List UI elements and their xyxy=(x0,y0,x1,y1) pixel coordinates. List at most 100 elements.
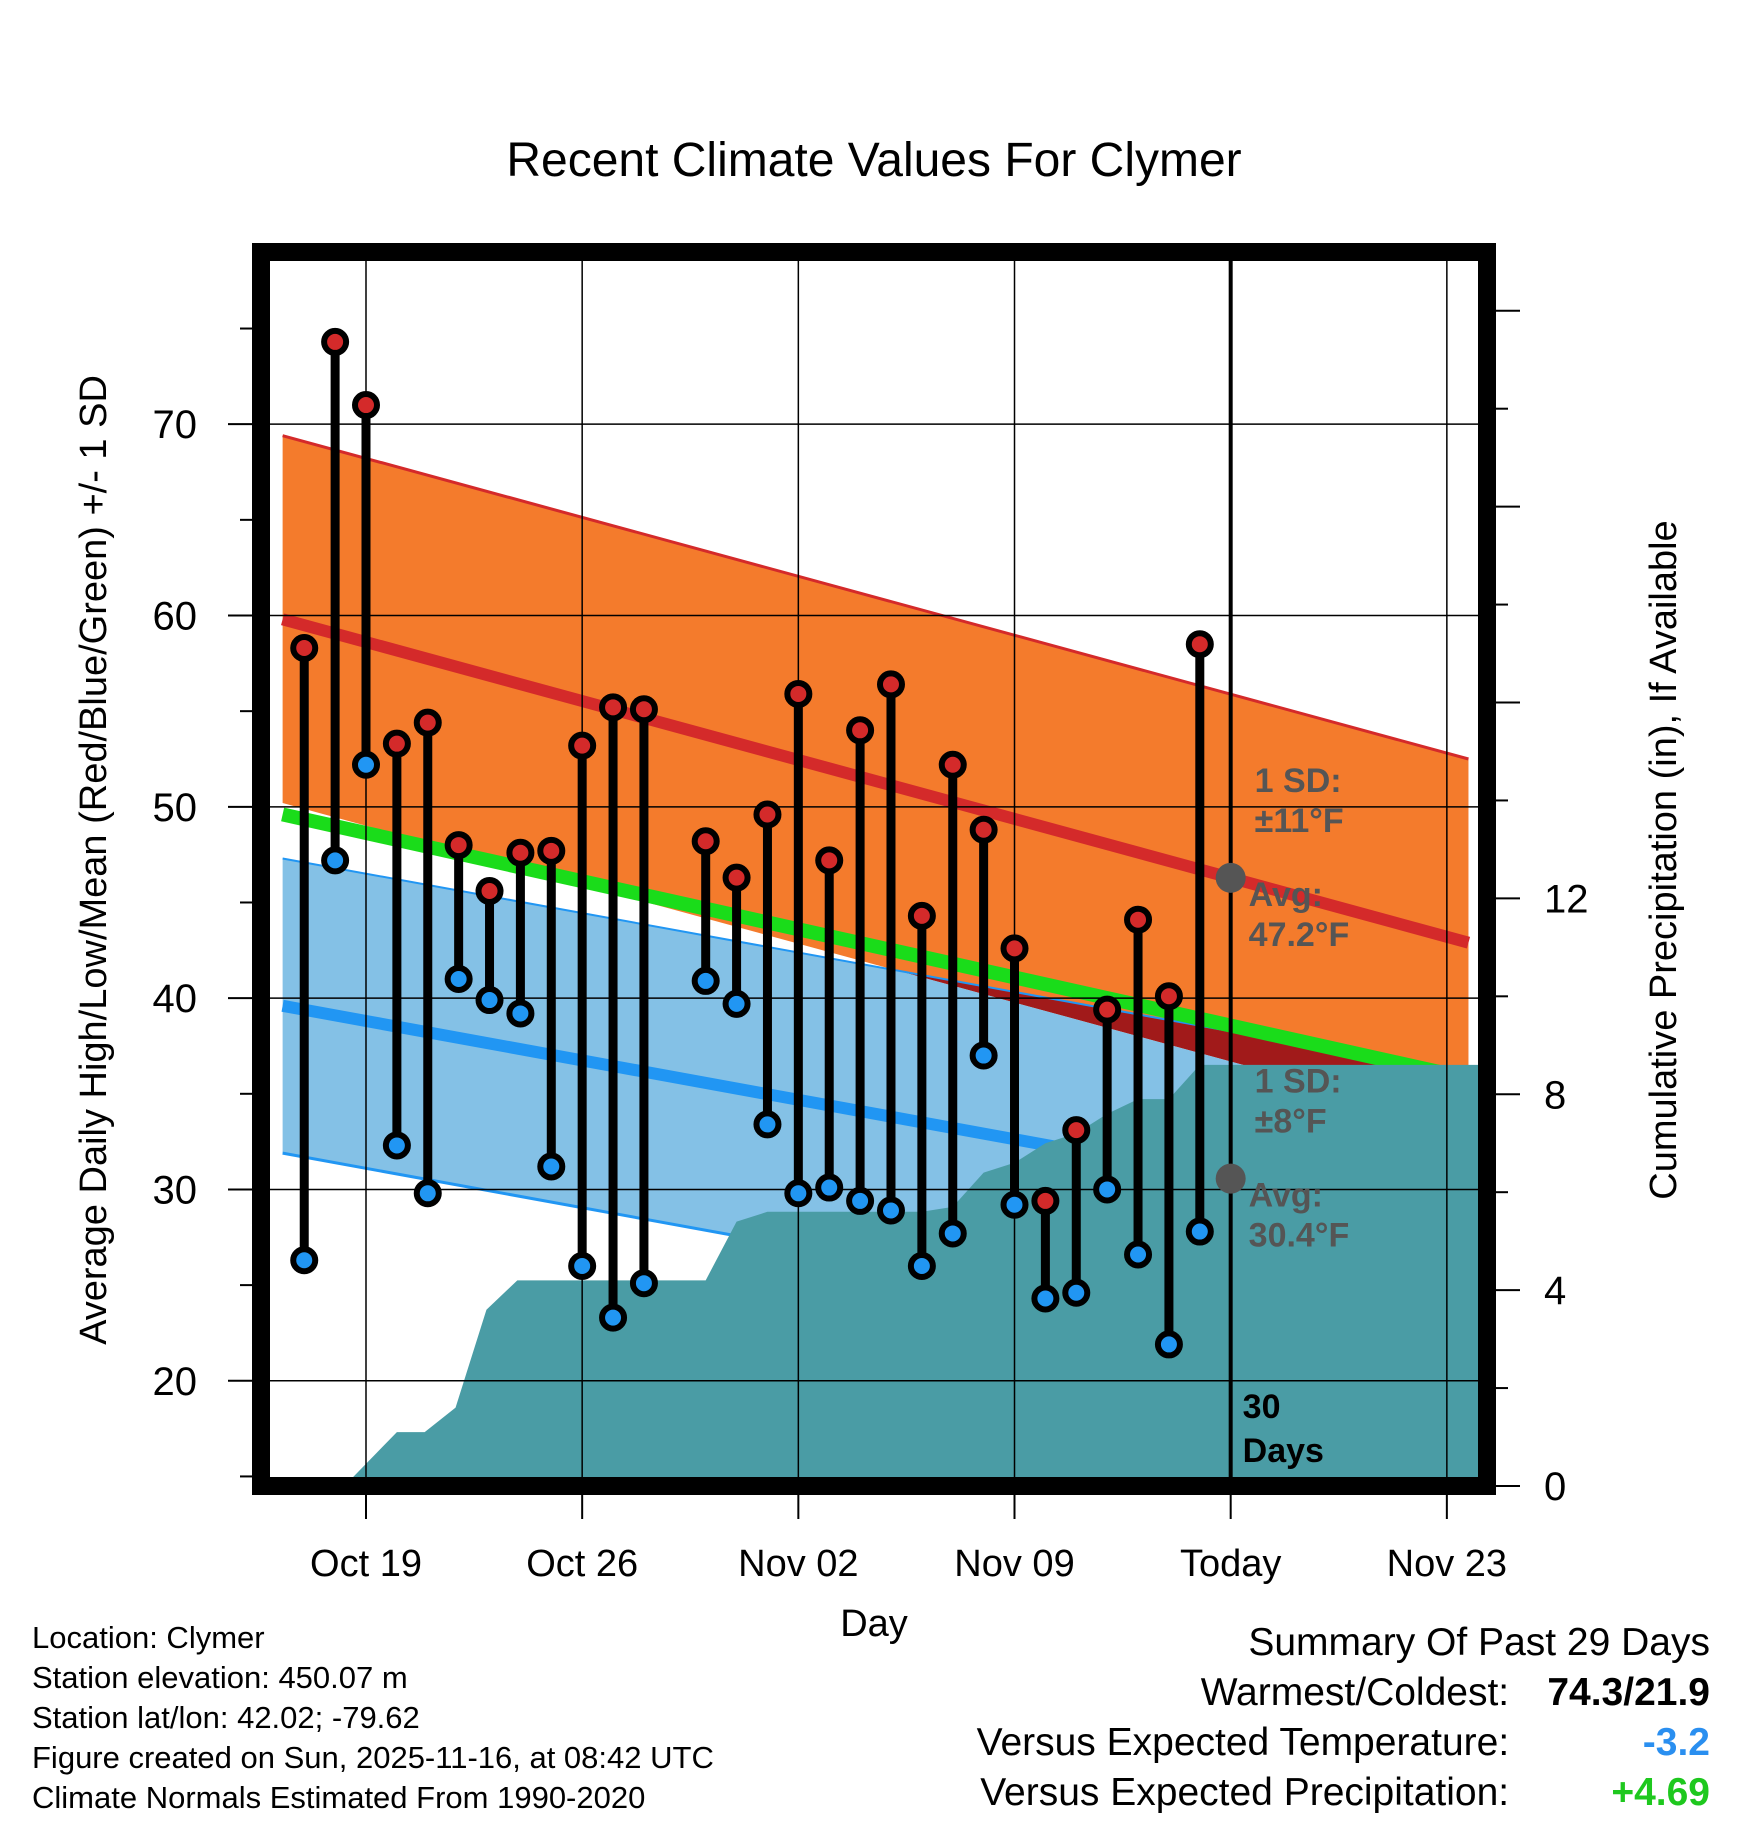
x-tick-label: Nov 23 xyxy=(1387,1543,1507,1585)
daily-high-point xyxy=(846,716,875,745)
daily-low-point xyxy=(815,1173,844,1202)
daily-low-point xyxy=(691,966,720,995)
daily-high-point xyxy=(413,708,442,737)
daily-high-point xyxy=(506,838,535,867)
daily-low-point xyxy=(938,1219,967,1248)
y-tick-label: 60 xyxy=(153,595,198,639)
high-sd-value: ±11°F xyxy=(1255,802,1344,840)
days-word-label: Days xyxy=(1243,1432,1324,1470)
daily-low-point xyxy=(876,1196,905,1225)
high-avg-value: 47.2°F xyxy=(1249,916,1350,954)
x-tick-label: Today xyxy=(1180,1543,1281,1585)
sd-overlap-region xyxy=(896,970,1469,1127)
daily-high-point xyxy=(969,815,998,844)
y2-axis-label: Cumulative Precipitation (in), If Availa… xyxy=(1643,520,1685,1199)
daily-high-point xyxy=(691,827,720,856)
created-text: Figure created on Sun, 2025-11-16, at 08… xyxy=(32,1740,714,1775)
summary-panel: Summary Of Past 29 Days Warmest/Coldest:… xyxy=(977,1618,1710,1818)
summary-precip: Versus Expected Precipitation: +4.69 xyxy=(977,1768,1710,1818)
today-low-avg-marker xyxy=(1215,1163,1246,1194)
daily-low-point xyxy=(907,1251,936,1280)
low-avg-value: 30.4°F xyxy=(1249,1217,1350,1255)
daily-low-point xyxy=(1185,1217,1214,1246)
daily-low-point xyxy=(1124,1240,1153,1269)
daily-low-point xyxy=(1154,1330,1183,1359)
daily-high-point xyxy=(568,731,597,760)
y-tick-label: 20 xyxy=(153,1360,198,1404)
avg-high-line xyxy=(281,613,1471,949)
daily-low-point xyxy=(846,1186,875,1215)
daily-high-point xyxy=(1185,630,1214,659)
daily-high-point xyxy=(1124,905,1153,934)
daily-low-point xyxy=(599,1303,628,1332)
today-high-avg-marker xyxy=(1215,862,1246,893)
daily-low-point xyxy=(629,1269,658,1298)
daily-high-point xyxy=(1031,1186,1060,1215)
daily-low-point xyxy=(537,1152,566,1181)
mean-normal-line xyxy=(281,807,1470,1086)
daily-low-point xyxy=(506,999,535,1028)
daily-high-point xyxy=(1093,995,1122,1024)
daily-high-point xyxy=(784,679,813,708)
daily-low-point xyxy=(290,1246,319,1275)
y2-tick-label: 4 xyxy=(1544,1269,1566,1313)
daily-high-point xyxy=(938,750,967,779)
daily-low-point xyxy=(1093,1175,1122,1204)
y-tick-label: 40 xyxy=(153,977,198,1021)
location-text: Location: Clymer xyxy=(32,1620,265,1655)
daily-high-point xyxy=(753,800,782,829)
high-avg-label: Avg: xyxy=(1249,876,1323,914)
summary-temp: Versus Expected Temperature: -3.2 xyxy=(977,1718,1710,1768)
daily-high-point xyxy=(382,729,411,758)
daily-high-point xyxy=(1000,934,1029,963)
low-avg-label: Avg: xyxy=(1249,1177,1323,1215)
high-sd-label: 1 SD: xyxy=(1255,762,1342,800)
y-tick-label: 70 xyxy=(153,403,198,447)
daily-high-point xyxy=(351,391,380,420)
daily-low-point xyxy=(568,1251,597,1280)
daily-low-point xyxy=(753,1110,782,1139)
daily-high-point xyxy=(599,693,628,722)
x-tick-label: Oct 26 xyxy=(526,1543,638,1585)
daily-high-point xyxy=(629,695,658,724)
latlon-text: Station lat/lon: 42.02; -79.62 xyxy=(32,1700,420,1735)
y-tick-label: 50 xyxy=(153,786,198,830)
normals-text: Climate Normals Estimated From 1990-2020 xyxy=(32,1780,646,1815)
low-sd-label: 1 SD: xyxy=(1255,1063,1342,1101)
daily-low-point xyxy=(413,1179,442,1208)
daily-low-point xyxy=(475,986,504,1015)
summary-warm-cold: Warmest/Coldest: 74.3/21.9 xyxy=(977,1668,1710,1718)
days-count-label: 30 xyxy=(1243,1388,1281,1426)
y-tick-label: 30 xyxy=(153,1168,198,1212)
daily-high-point xyxy=(1154,982,1183,1011)
daily-high-point xyxy=(475,877,504,906)
y2-tick-label: 0 xyxy=(1544,1465,1566,1509)
warm-cold-value: 74.3/21.9 xyxy=(1547,1671,1710,1714)
temp-label: Versus Expected Temperature: xyxy=(976,1721,1510,1764)
chart-title: Recent Climate Values For Clymer xyxy=(506,134,1241,187)
daily-low-point xyxy=(351,750,380,779)
plot-frame xyxy=(252,243,1496,1495)
summary-title: Summary Of Past 29 Days xyxy=(1248,1621,1710,1664)
daily-low-point xyxy=(321,846,350,875)
x-tick-label: Nov 02 xyxy=(738,1543,858,1585)
daily-high-point xyxy=(290,634,319,663)
daily-high-point xyxy=(876,670,905,699)
x-tick-label: Nov 09 xyxy=(954,1543,1074,1585)
daily-high-point xyxy=(537,836,566,865)
daily-low-point xyxy=(382,1131,411,1160)
daily-low-point xyxy=(784,1179,813,1208)
daily-low-point xyxy=(969,1041,998,1070)
precip-label: Versus Expected Precipitation: xyxy=(980,1771,1510,1814)
x-axis-label: Day xyxy=(840,1603,908,1645)
warm-cold-label: Warmest/Coldest: xyxy=(1200,1671,1510,1714)
daily-high-point xyxy=(815,846,844,875)
x-tick-label: Oct 19 xyxy=(310,1543,422,1585)
low-sd-value: ±8°F xyxy=(1255,1103,1327,1141)
daily-low-point xyxy=(1000,1190,1029,1219)
y-axis-label: Average Daily High/Low/Mean (Red/Blue/Gr… xyxy=(73,375,115,1345)
daily-low-point xyxy=(1031,1284,1060,1313)
daily-high-point xyxy=(907,901,936,930)
temp-value: -3.2 xyxy=(1642,1721,1710,1764)
